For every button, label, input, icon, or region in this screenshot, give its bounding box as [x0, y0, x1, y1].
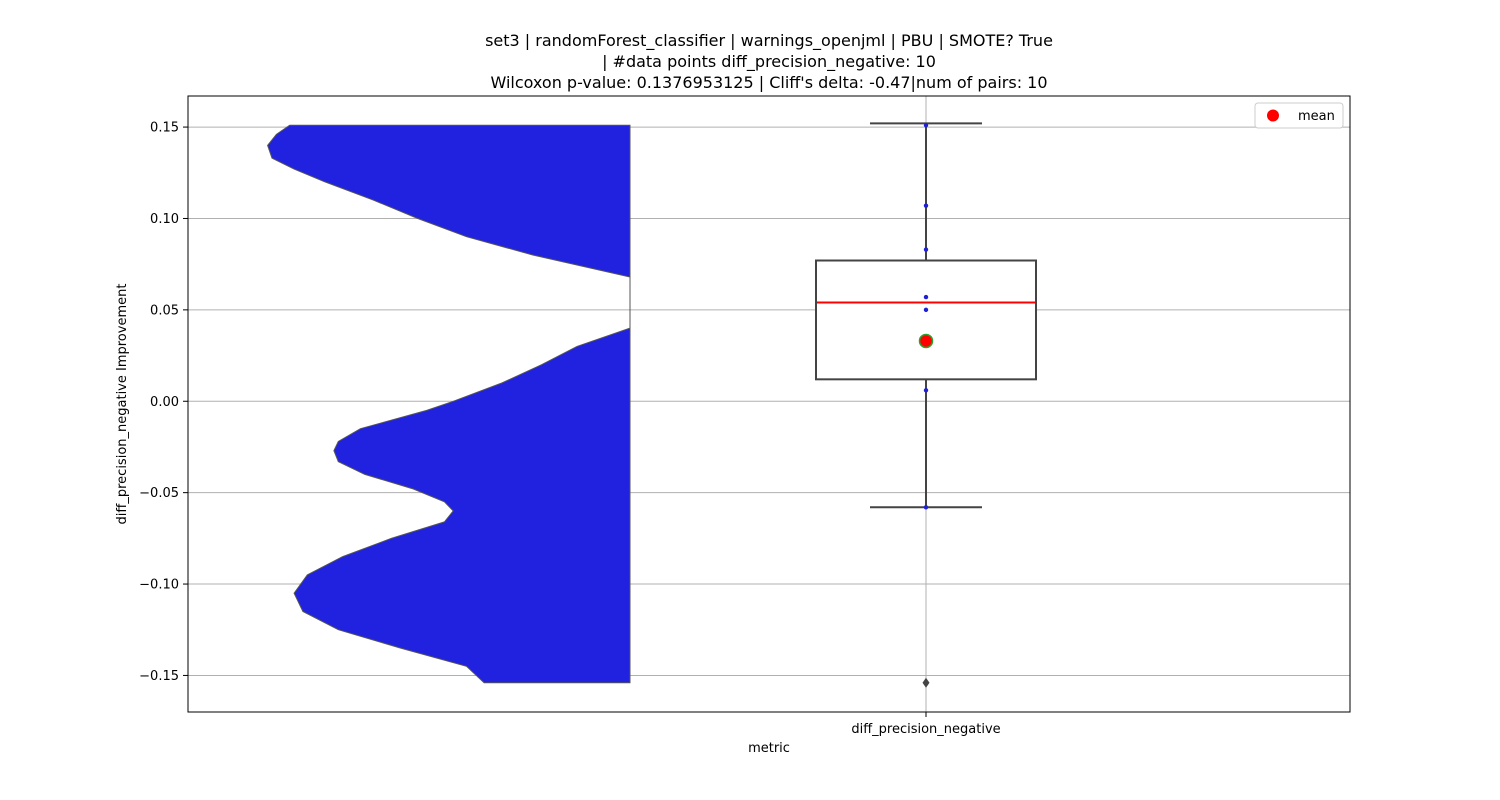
data-point [923, 247, 929, 252]
y-axis-label: diff_precision_negative Improvement [115, 284, 130, 525]
data-point [923, 294, 929, 300]
title-line-3: Wilcoxon p-value: 0.1376953125 | Cliff's… [490, 73, 1047, 92]
data-point [923, 123, 929, 128]
title-line-2: | #data points diff_precision_negative: … [602, 52, 936, 72]
y-tick-label: 0.05 [150, 303, 179, 318]
violin-shape [267, 124, 631, 684]
legend: mean [1254, 102, 1344, 129]
mean-marker [918, 333, 934, 349]
legend-mean-marker [1267, 109, 1279, 122]
y-tick-label: 0.10 [150, 212, 179, 227]
plot-frame [187, 95, 1351, 713]
y-tick-label: 0.15 [150, 121, 179, 136]
y-tick-label: −0.15 [139, 669, 179, 684]
data-point [923, 307, 929, 313]
y-tick-label: −0.05 [139, 486, 179, 501]
chart-title: set3 | randomForest_classifier | warning… [485, 31, 1053, 92]
y-tick-label: 0.00 [150, 395, 179, 410]
legend-label-mean: mean [1298, 109, 1335, 124]
x-axis-ticks: diff_precision_negative [851, 712, 1001, 737]
outlier-marker [922, 677, 930, 688]
box-plot [815, 122, 1037, 688]
data-point [923, 388, 929, 393]
legend-box [1254, 102, 1344, 129]
x-tick-label: diff_precision_negative [851, 722, 1000, 737]
data-points [918, 123, 934, 510]
violin-layer [267, 124, 631, 684]
y-axis-ticks: −0.15 −0.10 −0.05 0.00 0.05 0.10 0.15 [139, 121, 188, 684]
y-tick-label: −0.10 [139, 578, 179, 593]
x-axis-label: metric [748, 741, 790, 756]
data-point [923, 505, 929, 510]
iqr-box [815, 259, 1037, 381]
data-point [923, 203, 929, 208]
title-line-1: set3 | randomForest_classifier | warning… [485, 31, 1053, 51]
